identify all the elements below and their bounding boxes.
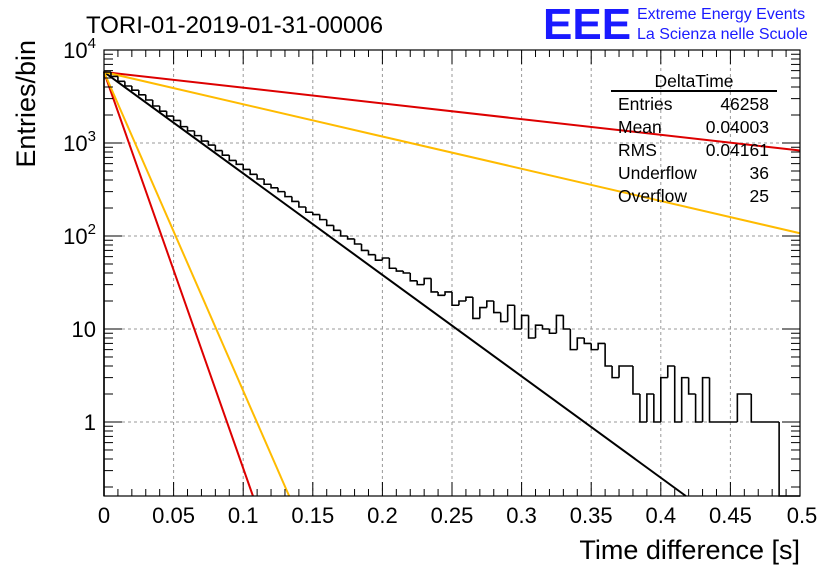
y-tick-label: 104 — [63, 35, 96, 63]
fit-line — [103, 71, 254, 497]
x-tick-labels: 0 0.05 0.1 0.15 0.2 0.25 0.3 0.35 0.4 0.45 0.5 — [98, 503, 817, 528]
x-tick-label: 0.25 — [431, 503, 474, 528]
y-tick-label: 103 — [63, 128, 96, 156]
x-tick-label: 0.4 — [646, 503, 677, 528]
y-tick-label: 10 — [72, 317, 96, 342]
x-tick-label: 0.3 — [506, 503, 537, 528]
y-tick-label: 1 — [84, 410, 96, 435]
stats-box: DeltaTime Entries 46258 Mean 0.04003 RMS 0.04… — [611, 71, 777, 206]
stats-row-value: 36 — [750, 163, 769, 183]
logo-line-2: La Scienza nelle Scuole — [637, 26, 808, 43]
stats-row-value: 25 — [750, 186, 769, 206]
stats-row-value: 0.04161 — [706, 140, 769, 160]
axis-ticks — [103, 50, 801, 496]
chart-title: TORI-01-2019-01-31-00006 — [86, 12, 383, 39]
y-axis-title: Entries/bin — [11, 40, 41, 168]
logo-mark: EEE — [543, 0, 631, 49]
y-tick-labels: 1 10 102 103 104 — [63, 35, 96, 435]
fit-line — [103, 71, 291, 497]
stats-row-label: Entries — [618, 94, 673, 114]
y-tick-label: 102 — [63, 221, 96, 249]
stats-row-label: Underflow — [618, 163, 697, 183]
x-tick-label: 0.1 — [228, 503, 259, 528]
stats-row-label: Overflow — [618, 186, 687, 206]
fit-line — [103, 71, 801, 152]
stats-row-value: 46258 — [720, 94, 769, 114]
logo-line-1: Extreme Energy Events — [637, 6, 805, 23]
stats-rows: Entries 46258 Mean 0.04003 RMS 0.04161 Underfl… — [618, 94, 769, 206]
x-tick-label: 0.45 — [709, 503, 752, 528]
x-tick-label: 0.2 — [367, 503, 398, 528]
x-tick-label: 0.15 — [291, 503, 334, 528]
logo: EEE Extreme Energy Events La Scienza nel… — [543, 0, 808, 49]
fit-line — [103, 71, 801, 235]
stats-row-label: Mean — [618, 117, 662, 137]
grid — [104, 50, 800, 496]
fit-lines — [103, 71, 801, 497]
x-axis-title: Time difference [s] — [579, 535, 800, 565]
stats-row-value: 0.04003 — [706, 117, 769, 137]
stats-row-label: RMS — [618, 140, 657, 160]
x-tick-label: 0.5 — [787, 503, 818, 528]
x-tick-label: 0 — [98, 503, 110, 528]
fit-line — [103, 71, 687, 497]
stats-title: DeltaTime — [654, 71, 733, 91]
x-tick-label: 0.35 — [570, 503, 613, 528]
x-tick-label: 0.05 — [152, 503, 195, 528]
